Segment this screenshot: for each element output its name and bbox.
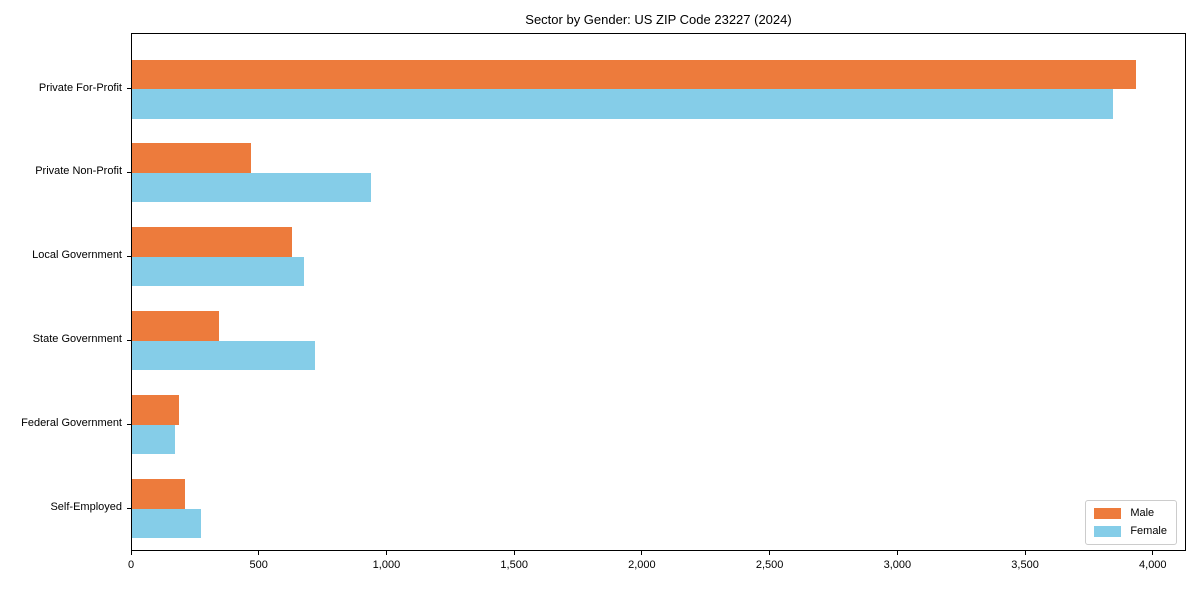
y-tick-label-private-for-profit: Private For-Profit [38,81,122,94]
bar-female-state-government [132,340,316,371]
y-tick-mark [127,255,131,257]
y-tick-label-state-government: State Government [32,333,122,346]
bar-male-private-non-profit [132,143,252,173]
x-tick-mark [258,551,260,555]
x-tick-label-1000: 1,000 [372,559,401,571]
x-tick-mark [769,551,771,555]
bar-male-federal-government [132,395,179,425]
bar-male-state-government [132,311,220,341]
y-tick-mark [127,88,131,89]
y-tick-mark [127,507,131,509]
x-tick-label-0: 0 [127,559,135,571]
y-tick-mark [127,339,131,341]
x-tick-label-3500: 3,500 [1011,559,1039,571]
y-tick-label-self-employed: Self-Employed [50,501,122,514]
bar-male-self-employed [132,479,186,509]
bar-male-local-government [132,227,292,257]
x-tick-mark [896,551,898,555]
legend-swatch-female [1094,526,1122,537]
bar-female-self-employed [132,508,201,539]
x-tick-mark [513,551,515,555]
x-tick-mark [1024,551,1026,555]
y-tick-mark [127,171,131,173]
bar-male-private-for-profit [132,59,1137,89]
y-tick-label-private-non-profit: Private Non-Profit [35,165,122,178]
plot-area: Male Female [131,33,1186,551]
legend-label-female: Female [1130,525,1167,537]
x-tick-mark [1152,551,1154,555]
bar-female-federal-government [132,424,176,455]
x-tick-label-3000: 3,000 [883,559,912,571]
y-tick-label-federal-government: Federal Government [21,417,122,430]
x-tick-mark [385,551,387,555]
x-tick-label-4000: 4,000 [1139,559,1167,571]
x-tick-mark [130,551,132,555]
legend: Male Female [1085,500,1177,545]
x-tick-label-1500: 1,500 [500,559,528,571]
bar-female-local-government [132,256,304,287]
legend-swatch-male [1094,508,1122,519]
legend-item-female: Female [1094,525,1167,538]
x-tick-label-500: 500 [249,559,268,571]
chart-title: Sector by Gender: US ZIP Code 23227 (202… [525,12,792,27]
legend-label-male: Male [1130,507,1155,519]
y-tick-mark [127,423,131,425]
legend-item-male: Male [1094,507,1167,520]
x-tick-label-2500: 2,500 [755,559,784,571]
x-tick-label-2000: 2,000 [628,559,656,571]
y-tick-label-local-government: Local Government [32,249,122,262]
x-tick-mark [641,551,643,555]
bar-female-private-non-profit [132,172,371,203]
bar-female-private-for-profit [132,89,1114,119]
